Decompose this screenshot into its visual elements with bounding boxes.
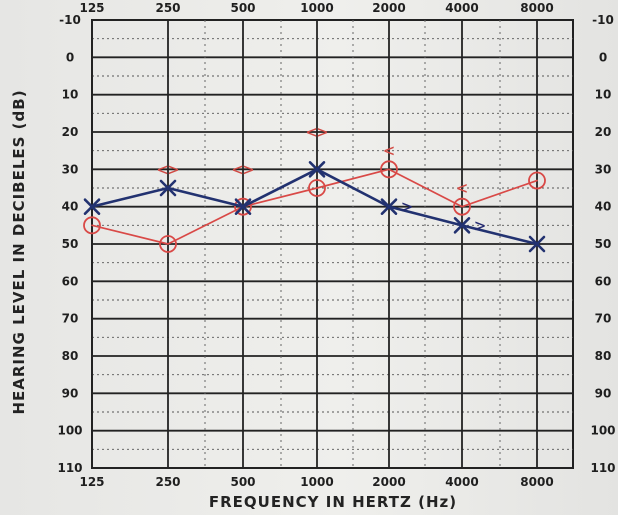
x-marker	[159, 179, 177, 197]
annotation-1: <>	[232, 159, 254, 180]
annotation-5: >	[402, 197, 413, 218]
annotation-3: <	[384, 141, 395, 162]
y-tick-label-left: 40	[62, 200, 79, 214]
x-tick-label-bottom: 2000	[372, 475, 405, 489]
x-tick-label-bottom: 250	[155, 475, 180, 489]
y-tick-label-right: 10	[595, 88, 612, 102]
circle-marker	[453, 197, 471, 216]
y-tick-label-left: 80	[62, 349, 79, 363]
y-tick-label-right: 40	[595, 200, 612, 214]
y-tick-label-left: 50	[62, 237, 79, 251]
y-tick-label-left: 90	[62, 386, 79, 400]
y-tick-label-left: 0	[66, 50, 74, 64]
y-tick-label-left: 70	[62, 312, 79, 326]
series-circle	[83, 160, 546, 253]
x-tick-label-top: 4000	[445, 1, 478, 15]
y-tick-label-right: 50	[595, 237, 612, 251]
y-tick-label-right: 30	[595, 162, 612, 176]
y-tick-label-right: 60	[595, 274, 612, 288]
y-tick-label-left: -10	[59, 13, 81, 27]
annotation-layer: <> <><><<>>	[157, 122, 485, 236]
y-tick-label-left: 20	[62, 125, 79, 139]
x-marker	[453, 217, 471, 234]
annotation-4: <	[457, 178, 468, 199]
x-marker	[528, 235, 546, 253]
circle-marker	[234, 197, 252, 216]
x-tick-label-bottom: 4000	[445, 475, 478, 489]
x-tick-label-top: 500	[230, 1, 255, 15]
x-tick-label-bottom: 500	[230, 475, 255, 489]
circle-marker	[308, 179, 326, 197]
y-tick-label-right: -10	[592, 13, 614, 27]
x-tick-label-top: 250	[155, 1, 180, 15]
series-circle-line	[91, 168, 538, 245]
circle-marker	[380, 160, 398, 179]
y-tick-label-right: 70	[595, 312, 612, 326]
x-marker-stroke-b	[528, 235, 546, 253]
circle-marker	[528, 171, 546, 190]
y-tick-label-right: 80	[595, 349, 612, 363]
x-tick-label-bottom: 1000	[300, 475, 333, 489]
series-layer	[83, 160, 546, 253]
grid	[91, 19, 574, 469]
y-tick-label-right: 20	[595, 125, 612, 139]
x-marker-stroke-b	[453, 217, 471, 234]
series-x	[83, 161, 546, 253]
x-axis-label: FREQUENCY IN HERTZ (Hz)	[209, 493, 457, 511]
annotation-0: <>	[157, 159, 179, 180]
y-tick-label-right: 110	[590, 461, 615, 475]
y-tick-label-left: 110	[57, 461, 82, 475]
x-marker-stroke-b	[234, 198, 252, 215]
x-marker-stroke-b	[159, 179, 177, 197]
circle-marker	[159, 235, 177, 253]
circle-marker	[83, 216, 101, 235]
x-tick-label-top: 1000	[300, 1, 333, 15]
annotation-2: <>	[306, 122, 328, 143]
y-tick-label-left: 100	[57, 424, 82, 438]
y-tick-label-right: 0	[599, 50, 607, 64]
x-tick-label-top: 8000	[520, 1, 553, 15]
x-marker	[308, 161, 326, 178]
x-marker-stroke-b	[83, 198, 101, 215]
y-axis-label: HEARING LEVEL IN DECIBELES (dB)	[10, 89, 28, 414]
y-tick-label-right: 100	[590, 424, 615, 438]
x-tick-label-top: 125	[79, 1, 104, 15]
x-tick-label-top: 2000	[372, 1, 405, 15]
x-tick-label-bottom: 125	[79, 475, 104, 489]
y-tick-label-left: 30	[62, 162, 79, 176]
x-marker-stroke-b	[308, 161, 326, 178]
annotation-6: >	[475, 215, 486, 236]
x-marker	[83, 198, 101, 215]
y-tick-label-right: 90	[595, 386, 612, 400]
y-tick-label-left: 10	[62, 88, 79, 102]
x-marker-stroke-b	[380, 198, 398, 215]
x-tick-label-bottom: 8000	[520, 475, 553, 489]
y-tick-label-left: 60	[62, 274, 79, 288]
x-marker	[380, 198, 398, 215]
x-marker	[234, 198, 252, 215]
